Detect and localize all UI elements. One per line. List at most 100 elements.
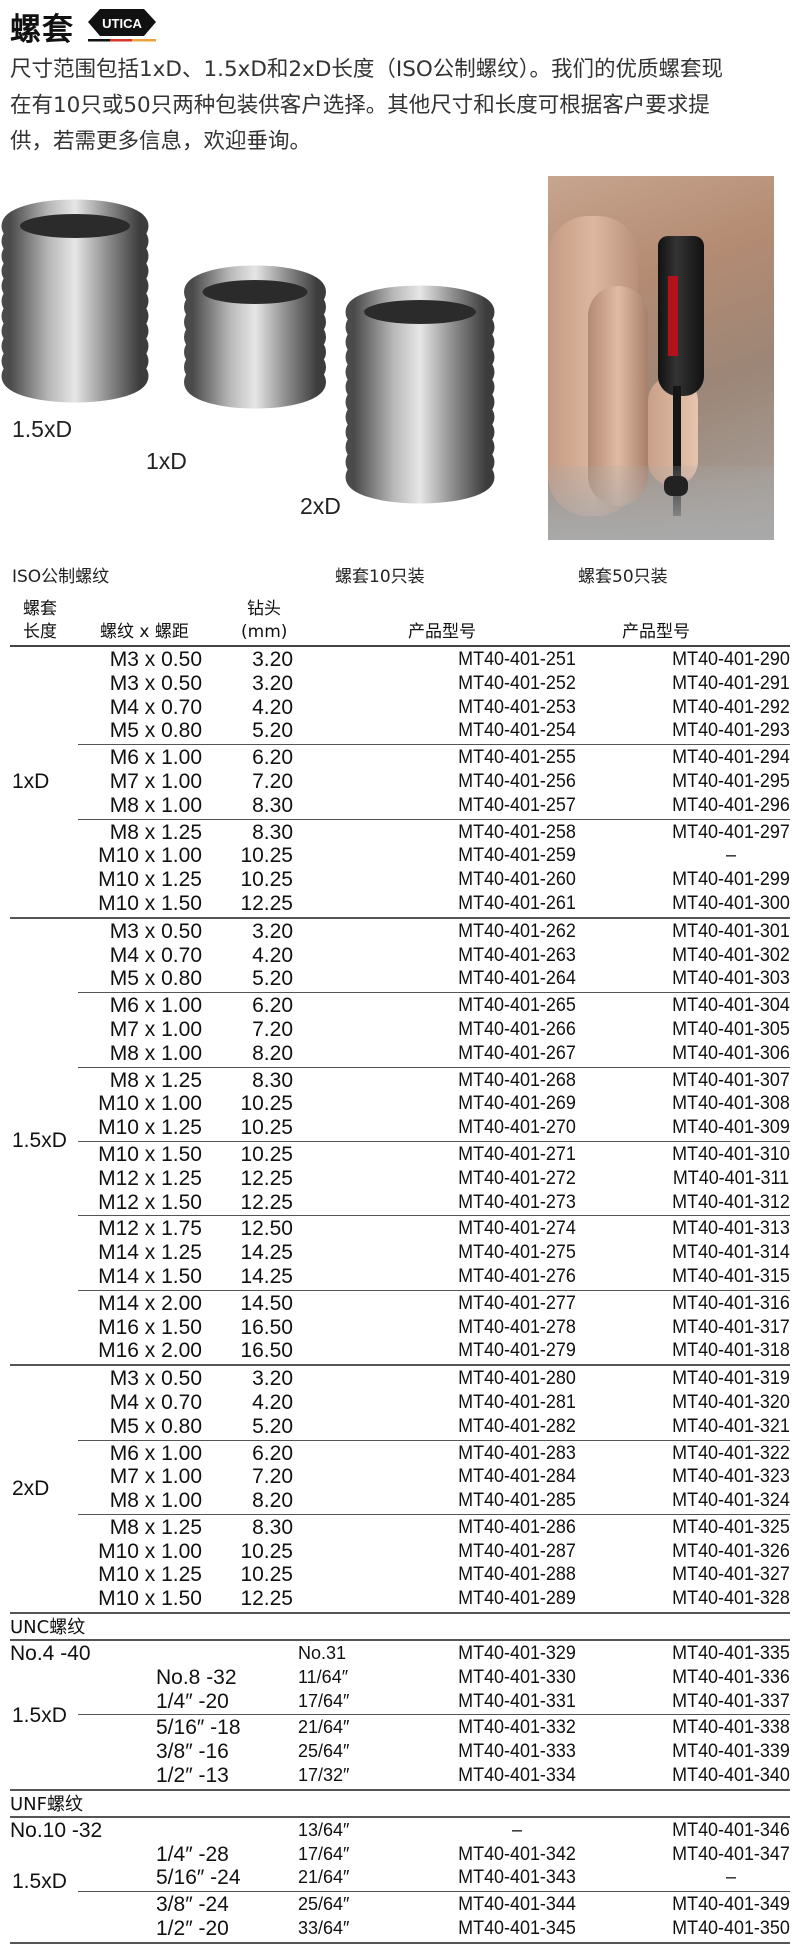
- drill-size: 3.20: [252, 1367, 293, 1391]
- part-number-10: MT40-401-283: [458, 1441, 576, 1464]
- part-number-50: MT40-401-302: [672, 943, 790, 966]
- part-number-50: MT40-401-335: [672, 1642, 790, 1665]
- table-row: M3 x 0.50 3.20 MT40-401-262 MT40-401-301: [78, 920, 790, 944]
- part-number-50: MT40-401-340: [672, 1764, 790, 1787]
- thread-size: M3 x 0.50: [109, 648, 202, 671]
- row-group: M8 x 1.25 8.30 MT40-401-286 MT40-401-325 M10…: [78, 1515, 790, 1612]
- part-number-10: MT40-401-285: [458, 1489, 576, 1512]
- part-number-10: MT40-401-289: [458, 1587, 576, 1610]
- table-row: M8 x 1.00 8.20 MT40-401-267 MT40-401-306: [78, 1042, 790, 1066]
- part-number-50: MT40-401-293: [672, 719, 790, 742]
- part-number-50: MT40-401-328: [672, 1587, 790, 1610]
- table-row: M10 x 1.50 12.25 MT40-401-289 MT40-401-328: [78, 1587, 790, 1611]
- table-row: M10 x 1.50 10.25 MT40-401-271 MT40-401-310: [78, 1143, 790, 1167]
- part-number-50: MT40-401-338: [672, 1716, 790, 1739]
- part-number-10: MT40-401-278: [458, 1315, 576, 1338]
- thread-size: M7 x 1.00: [109, 1465, 202, 1489]
- part-number-50: MT40-401-291: [672, 671, 790, 694]
- unc-title: UNC螺纹: [10, 1614, 790, 1642]
- part-number-10: MT40-401-266: [458, 1017, 576, 1040]
- drill-size: 10.25: [240, 1563, 293, 1587]
- part-number-50: MT40-401-307: [672, 1068, 790, 1091]
- table-row: M3 x 0.50 3.20 MT40-401-280 MT40-401-319: [78, 1367, 790, 1391]
- part-number-10: MT40-401-331: [458, 1689, 576, 1712]
- part-number-50: MT40-401-318: [672, 1339, 790, 1362]
- unf-section: 1.5xD No.10 -32 13/64″ – MT40-401-346 1/4″ -2…: [10, 1818, 790, 1944]
- drill-size: 17/64″: [298, 1690, 350, 1711]
- thread-size: 3/8″ -24: [156, 1893, 229, 1917]
- thread-size: M8 x 1.25: [109, 1068, 202, 1092]
- part-number-50: MT40-401-315: [672, 1264, 790, 1287]
- table-row: M8 x 1.00 8.20 MT40-401-285 MT40-401-324: [78, 1489, 790, 1513]
- row-group: M12 x 1.75 12.50 MT40-401-274 MT40-401-313 M…: [78, 1216, 790, 1291]
- part-number-50: MT40-401-324: [672, 1489, 790, 1512]
- part-number-50: MT40-401-326: [672, 1539, 790, 1562]
- table-row: M10 x 1.25 10.25 MT40-401-260 MT40-401-299: [78, 868, 790, 892]
- thread-size: M10 x 1.50: [98, 891, 202, 915]
- header-part10: 产品型号: [408, 622, 476, 642]
- drill-size: 33/64″: [298, 1918, 350, 1939]
- table-row: M8 x 1.25 8.30 MT40-401-268 MT40-401-307: [78, 1069, 790, 1093]
- thread-size: 5/16″ -18: [156, 1716, 241, 1740]
- part-number-50: MT40-401-297: [672, 820, 790, 843]
- table-row: M8 x 1.00 8.30 MT40-401-257 MT40-401-296: [78, 794, 790, 818]
- drill-size: 12.25: [240, 1587, 293, 1611]
- drill-size: 7.20: [252, 769, 293, 793]
- part-number-10: MT40-401-274: [458, 1217, 576, 1240]
- drill-size: 17/64″: [298, 1843, 350, 1864]
- intro-paragraph: 尺寸范围包括1xD、1.5xD和2xD长度（ISO公制螺纹）。我们的优质螺套现在…: [10, 57, 724, 154]
- drill-size: 12.25: [240, 1166, 293, 1190]
- table-row: M7 x 1.00 7.20 MT40-401-266 MT40-401-305: [78, 1018, 790, 1042]
- drill-size: 17/32″: [298, 1765, 350, 1786]
- part-number-50: –: [725, 1866, 736, 1889]
- drill-size: 11/64″: [298, 1666, 349, 1687]
- part-number-50: MT40-401-339: [672, 1740, 790, 1763]
- table-row: No.10 -32 13/64″ – MT40-401-346: [10, 1819, 790, 1843]
- table-row: M3 x 0.50 3.20 MT40-401-251 MT40-401-290: [78, 648, 790, 672]
- part-number-10: MT40-401-270: [458, 1116, 576, 1139]
- drill-size: 6.20: [252, 994, 293, 1018]
- row-groups: M3 x 0.50 3.20 MT40-401-251 MT40-401-290 M3 …: [78, 647, 790, 917]
- part-number-10: MT40-401-330: [458, 1665, 576, 1688]
- part-number-50: MT40-401-323: [672, 1465, 790, 1488]
- table-row: M4 x 0.70 4.20 MT40-401-253 MT40-401-292: [78, 696, 790, 720]
- drill-size: 10.25: [240, 1116, 293, 1140]
- unc-section: 1.5xD No.4 -40 No.31 MT40-401-329 MT40-401-3…: [10, 1641, 790, 1791]
- part-number-50: MT40-401-294: [672, 746, 790, 769]
- thread-size: 3/8″ -16: [156, 1740, 229, 1764]
- part-number-10: MT40-401-260: [458, 868, 576, 891]
- label-1-5xd: 1.5xD: [12, 416, 73, 442]
- thread-size: M12 x 1.50: [98, 1190, 202, 1214]
- table-row: M14 x 2.00 14.50 MT40-401-277 MT40-401-316: [78, 1292, 790, 1316]
- row-group: 3/8″ -24 25/64″ MT40-401-344 MT40-401-349 1/…: [78, 1892, 790, 1942]
- page-title: 螺套: [10, 12, 74, 48]
- part-number-10: MT40-401-281: [458, 1390, 576, 1413]
- table-row: M6 x 1.00 6.20 MT40-401-283 MT40-401-322: [78, 1442, 790, 1466]
- part-number-10: MT40-401-259: [458, 844, 576, 867]
- table-section: 1.5xD M3 x 0.50 3.20 MT40-401-262 MT40-401-3…: [10, 919, 790, 1367]
- row-group: 5/16″ -18 21/64″ MT40-401-332 MT40-401-338 3…: [78, 1715, 790, 1788]
- header-part50: 产品型号: [622, 622, 690, 642]
- table-row: M10 x 1.25 10.25 MT40-401-288 MT40-401-327: [78, 1563, 790, 1587]
- drill-size: 12.50: [240, 1217, 293, 1241]
- table-row: M5 x 0.80 5.20 MT40-401-282 MT40-401-321: [78, 1415, 790, 1439]
- part-number-10: MT40-401-251: [458, 648, 576, 670]
- table-row: No.4 -40 No.31 MT40-401-329 MT40-401-335: [10, 1642, 790, 1666]
- part-number-10: MT40-401-279: [458, 1339, 576, 1362]
- part-number-50: MT40-401-320: [672, 1390, 790, 1413]
- part-number-50: MT40-401-322: [672, 1441, 790, 1464]
- row-group: M8 x 1.25 8.30 MT40-401-258 MT40-401-297 M10…: [78, 820, 790, 917]
- thread-insert-coils-image: [1, 199, 495, 504]
- drill-size: 14.25: [240, 1241, 293, 1265]
- table-section: 1.5xD No.10 -32 13/64″ – MT40-401-346 1/4″ -2…: [10, 1818, 790, 1944]
- part-number-50: MT40-401-325: [672, 1515, 790, 1538]
- part-number-10: MT40-401-333: [458, 1740, 576, 1763]
- product-table: 螺套 长度 螺纹 x 螺距 钻头 (mm) 产品型号 产品型号 1xD M3 x …: [10, 596, 790, 1944]
- row-group: M10 x 1.50 10.25 MT40-401-271 MT40-401-310 M…: [78, 1142, 790, 1217]
- part-number-10: MT40-401-256: [458, 769, 576, 792]
- drill-size: 21/64″: [298, 1867, 350, 1888]
- thread-size: 1/2″ -13: [156, 1764, 229, 1788]
- section-length-label: 1.5xD: [12, 1129, 67, 1153]
- row-group: M3 x 0.50 3.20 MT40-401-280 MT40-401-319 M4 …: [78, 1366, 790, 1441]
- part-number-10: MT40-401-268: [458, 1068, 576, 1091]
